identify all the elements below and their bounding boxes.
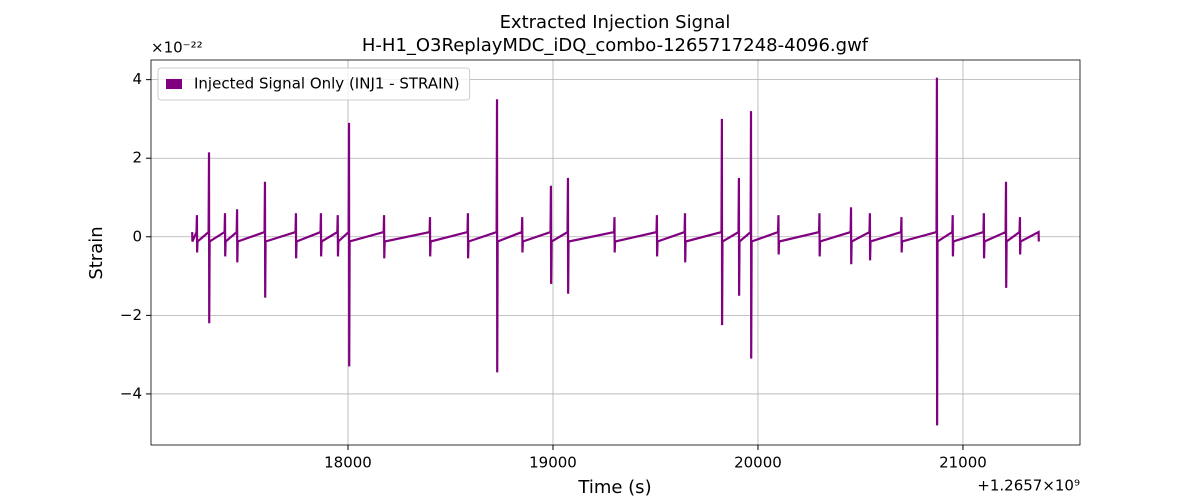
y-tick-label: −2	[120, 306, 142, 324]
y-offset-label: ×10⁻²²	[151, 39, 203, 57]
plot-frame	[150, 59, 1081, 446]
y-tick-label: 4	[132, 70, 142, 88]
signal-line	[191, 77, 1040, 426]
chart-subtitle: H-H1_O3ReplayMDC_iDQ_combo-1265717248-40…	[362, 35, 869, 56]
x-tick-label: 21000	[939, 454, 987, 472]
y-tick-label: −4	[120, 384, 142, 402]
legend-label: Injected Signal Only (INJ1 - STRAIN)	[194, 75, 460, 93]
legend: Injected Signal Only (INJ1 - STRAIN)	[157, 67, 471, 101]
legend-swatch	[166, 79, 182, 89]
legend-box	[157, 67, 471, 101]
x-offset-label: +1.2657×10⁹	[977, 477, 1080, 495]
x-tick-label: 19000	[529, 454, 577, 472]
x-tick-label: 18000	[324, 454, 372, 472]
x-tick-label: 20000	[734, 454, 782, 472]
y-tick-label: 2	[132, 149, 142, 167]
x-axis-label: Time (s)	[577, 477, 651, 498]
chart-title: Extracted Injection Signal	[500, 12, 731, 33]
y-axis-label: Strain	[86, 226, 107, 279]
y-tick-label: 0	[132, 227, 142, 245]
